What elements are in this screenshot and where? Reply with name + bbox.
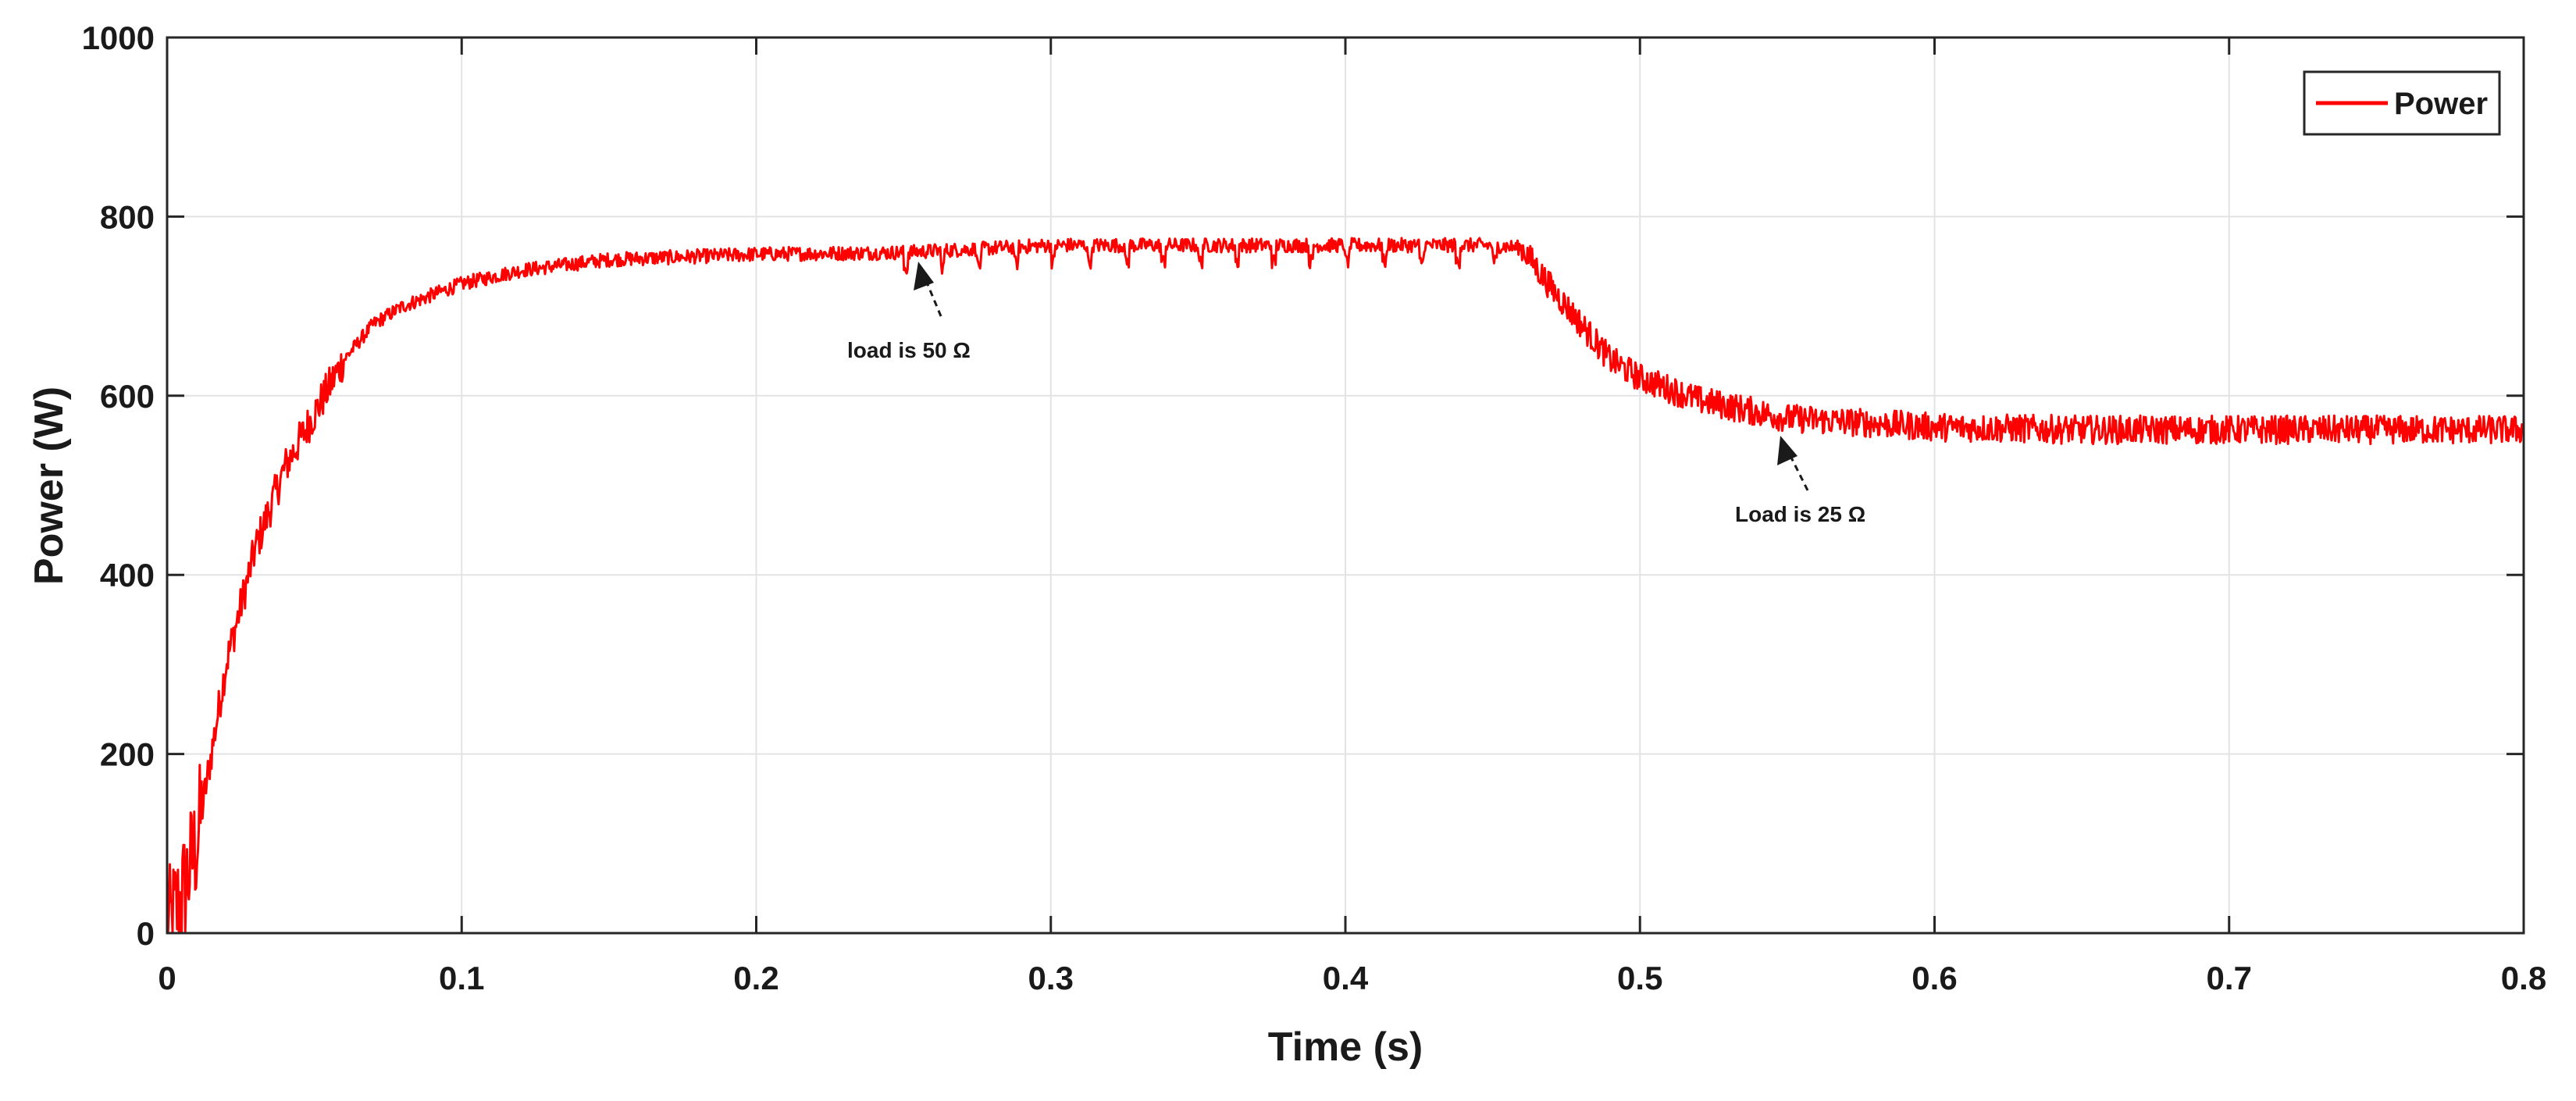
x-tick-label: 0.6 — [1912, 960, 1957, 996]
y-axis-label: Power (W) — [27, 387, 72, 585]
y-tick-label: 600 — [100, 378, 155, 415]
x-axis-label: Time (s) — [1268, 1024, 1423, 1070]
annotation-load-50: load is 50 Ω — [847, 262, 971, 362]
x-tick-label: 0.8 — [2501, 960, 2546, 996]
legend: Power — [2303, 70, 2501, 136]
x-tick-label: 0.5 — [1617, 960, 1662, 996]
arrow-head-icon — [914, 262, 934, 290]
arrow-head-icon — [1777, 436, 1797, 465]
annotation-label-25: Load is 25 Ω — [1735, 502, 1865, 526]
annotation-load-25: Load is 25 Ω — [1735, 436, 1865, 526]
y-tick-label: 400 — [100, 557, 155, 593]
y-tick-label: 200 — [100, 736, 155, 773]
annotation-arrow-25 — [1783, 443, 1809, 491]
x-tick-label: 0.4 — [1323, 960, 1369, 996]
legend-label: Power — [2394, 87, 2488, 121]
y-tick-label: 1000 — [82, 20, 155, 56]
x-axis: 0 0.1 0.2 0.3 0.4 0.5 0.6 0.7 0.8 — [158, 37, 2546, 996]
y-axis: 0 200 400 600 800 1000 — [82, 20, 2524, 952]
x-tick-label: 0.3 — [1028, 960, 1074, 996]
series-layer — [166, 237, 2525, 935]
x-tick-label: 0.1 — [439, 960, 484, 996]
annotation-arrow-50 — [920, 269, 942, 317]
series-line-power — [166, 237, 2525, 935]
x-tick-label: 0.7 — [2207, 960, 2252, 996]
y-tick-label: 800 — [100, 198, 155, 235]
annotation-label-50: load is 50 Ω — [847, 338, 971, 362]
x-tick-label: 0.2 — [733, 960, 779, 996]
x-tick-label: 0 — [158, 960, 176, 996]
y-tick-label: 0 — [137, 915, 155, 952]
